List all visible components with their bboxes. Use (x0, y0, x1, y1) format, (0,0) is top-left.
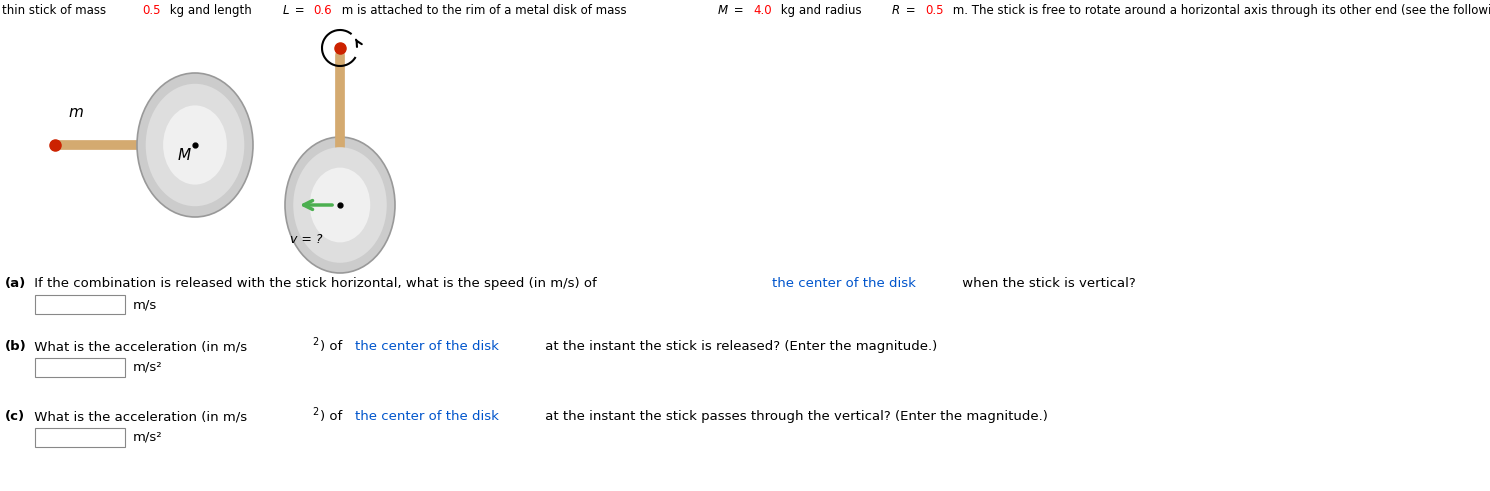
Text: (a): (a) (4, 277, 27, 290)
Text: If the combination is released with the stick horizontal, what is the speed (in : If the combination is released with the … (30, 277, 600, 290)
Text: 4.0: 4.0 (752, 4, 772, 17)
Text: the center of the disk: the center of the disk (355, 410, 498, 423)
Text: m: m (69, 105, 83, 119)
Text: 2: 2 (311, 337, 319, 347)
FancyBboxPatch shape (34, 295, 125, 314)
Text: v = ?: v = ? (291, 233, 322, 246)
Text: m/s: m/s (133, 298, 158, 311)
Text: L: L (283, 4, 289, 17)
Text: at the instant the stick passes through the vertical? (Enter the magnitude.): at the instant the stick passes through … (541, 410, 1049, 423)
FancyBboxPatch shape (34, 428, 125, 447)
Text: m/s²: m/s² (133, 361, 162, 374)
Text: 0.5: 0.5 (142, 4, 161, 17)
Text: the center of the disk: the center of the disk (772, 277, 915, 290)
Text: =: = (730, 4, 748, 17)
FancyBboxPatch shape (34, 358, 125, 377)
Text: M: M (717, 4, 727, 17)
Ellipse shape (137, 73, 253, 217)
Text: the center of the disk: the center of the disk (355, 340, 498, 353)
Text: =: = (291, 4, 308, 17)
Text: What is the acceleration (in m/s: What is the acceleration (in m/s (30, 340, 247, 353)
Text: 2: 2 (311, 407, 319, 417)
Ellipse shape (162, 106, 226, 185)
Ellipse shape (294, 147, 387, 263)
Text: m is attached to the rim of a metal disk of mass: m is attached to the rim of a metal disk… (338, 4, 630, 17)
Text: thin stick of mass: thin stick of mass (1, 4, 110, 17)
Text: at the instant the stick is released? (Enter the magnitude.): at the instant the stick is released? (E… (541, 340, 937, 353)
Text: (c): (c) (4, 410, 25, 423)
Text: kg and radius: kg and radius (778, 4, 866, 17)
Text: when the stick is vertical?: when the stick is vertical? (958, 277, 1137, 290)
Ellipse shape (310, 167, 370, 243)
Text: ) of: ) of (320, 410, 347, 423)
Text: m/s²: m/s² (133, 431, 162, 444)
Text: kg and length: kg and length (165, 4, 256, 17)
Text: =: = (903, 4, 919, 17)
Text: 0.6: 0.6 (313, 4, 332, 17)
Ellipse shape (146, 84, 244, 206)
Text: ) of: ) of (320, 340, 347, 353)
Text: 0.5: 0.5 (925, 4, 943, 17)
Text: R: R (893, 4, 900, 17)
Text: m. The stick is free to rotate around a horizontal axis through its other end (s: m. The stick is free to rotate around a … (949, 4, 1490, 17)
Text: (b): (b) (4, 340, 27, 353)
Text: M: M (177, 147, 191, 163)
Text: What is the acceleration (in m/s: What is the acceleration (in m/s (30, 410, 247, 423)
Ellipse shape (285, 137, 395, 273)
